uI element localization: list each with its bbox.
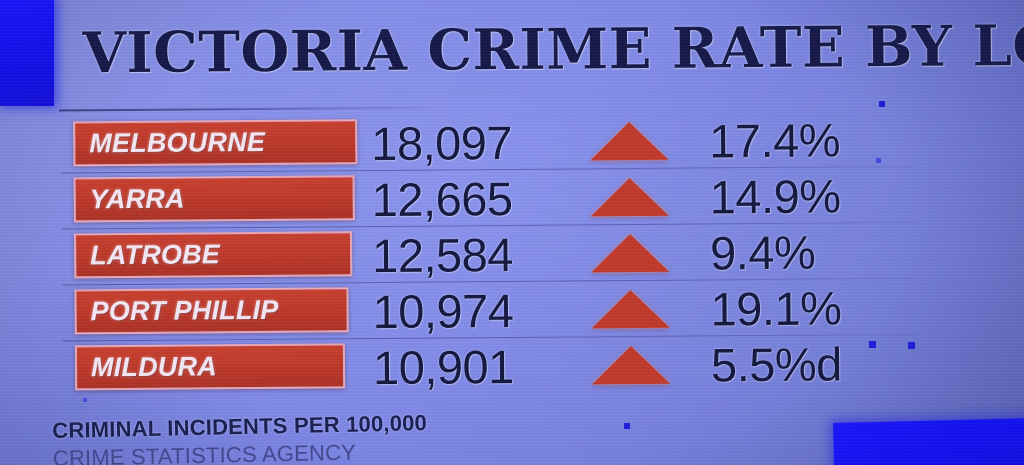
trend-up-icon xyxy=(575,225,685,282)
page-title: VICTORIA CRIME RATE BY LGA xyxy=(82,12,1024,87)
lga-name: PORT PHILLIP xyxy=(90,294,279,327)
crime-rate-table: MELBOURNE 18,097 17.4% YARRA 12,665 14.9… xyxy=(0,110,1024,398)
screen-speck xyxy=(879,101,885,107)
footnote-metric: CRIMINAL INCIDENTS PER 100,000 xyxy=(51,410,428,443)
table-row: LATROBE 12,584 9.4% xyxy=(0,222,1024,286)
percent-change: 17.4% xyxy=(709,112,841,167)
trend-up-icon xyxy=(575,169,685,226)
lga-name: MELBOURNE xyxy=(89,126,266,159)
incident-rate: 12,665 xyxy=(371,171,513,226)
screen-speck xyxy=(876,158,881,163)
incident-rate: 10,974 xyxy=(372,283,514,338)
lga-name: LATROBE xyxy=(90,239,221,271)
screen-speck xyxy=(908,342,915,349)
percent-change: 5.5%d xyxy=(710,336,843,391)
percent-change: 9.4% xyxy=(709,225,816,279)
incident-rate: 18,097 xyxy=(371,115,513,170)
footnote-group: CRIMINAL INCIDENTS PER 100,000 CRIME STA… xyxy=(51,410,428,465)
screen-speck xyxy=(83,398,87,402)
lga-bar: LATROBE xyxy=(73,231,353,279)
lga-name: MILDURA xyxy=(90,351,218,383)
table-row: PORT PHILLIP 10,974 19.1% xyxy=(0,278,1024,342)
screen-speck xyxy=(624,423,630,429)
lga-bar: MILDURA xyxy=(74,343,346,391)
trend-up-icon xyxy=(576,337,686,394)
table-row: MELBOURNE 18,097 17.4% xyxy=(0,110,1023,174)
screen-speck xyxy=(869,341,876,348)
trend-up-icon xyxy=(575,281,685,338)
overlay-panel-bottom-right xyxy=(833,417,1024,465)
percent-change: 14.9% xyxy=(709,168,841,223)
percent-change: 19.1% xyxy=(710,280,842,335)
lga-bar: YARRA xyxy=(73,175,355,223)
incident-rate: 12,584 xyxy=(371,227,514,282)
title-divider xyxy=(59,106,432,112)
overlay-panel-top-left xyxy=(0,0,54,106)
footnote-source: CRIME STATISTICS AGENCY xyxy=(52,439,357,465)
lga-name: YARRA xyxy=(89,183,185,215)
incident-rate: 10,901 xyxy=(372,339,515,394)
trend-up-icon xyxy=(574,113,684,170)
lga-bar: MELBOURNE xyxy=(73,119,358,167)
table-row: YARRA 12,665 14.9% xyxy=(0,166,1024,230)
lga-bar: PORT PHILLIP xyxy=(74,287,349,335)
